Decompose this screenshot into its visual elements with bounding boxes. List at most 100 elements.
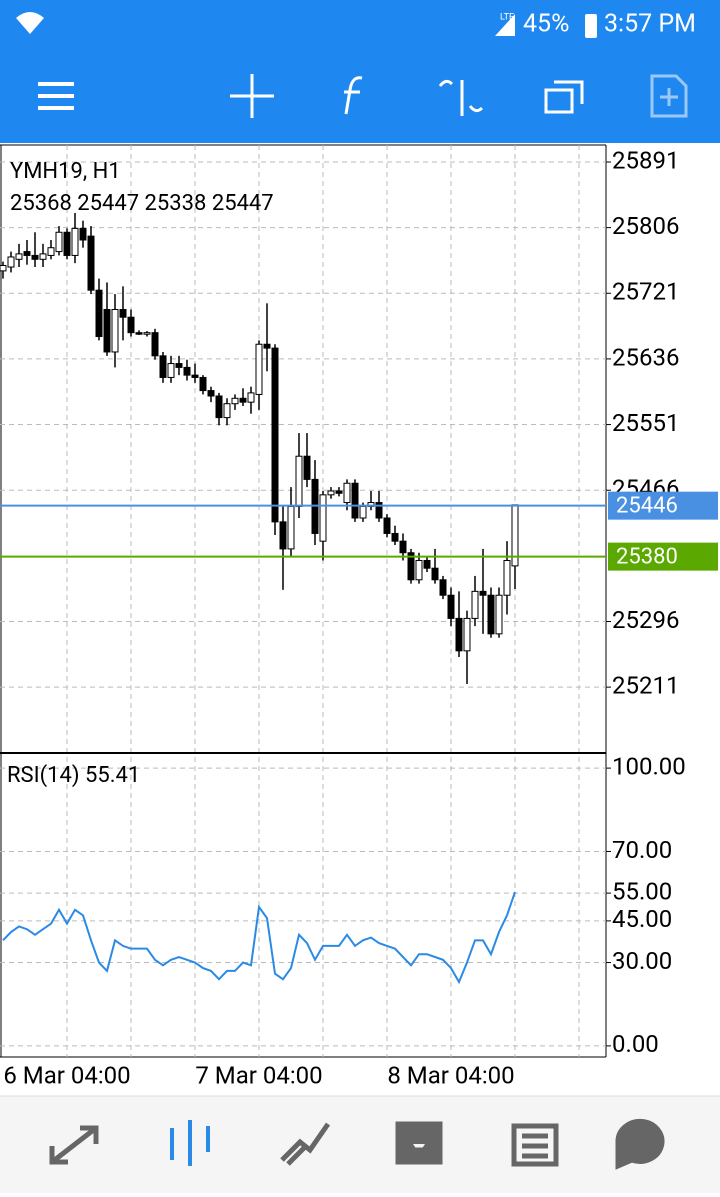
new-chart-button[interactable]: [650, 74, 688, 118]
candle-body: [415, 559, 423, 581]
candle-body: [127, 316, 135, 334]
candle-body: [151, 332, 159, 357]
chat-tab[interactable]: [615, 1118, 665, 1170]
candle-body: [431, 567, 439, 581]
candle-body: [455, 617, 463, 652]
candle-body: [375, 502, 383, 519]
chart-tab[interactable]: [170, 1120, 210, 1166]
battery: 45%: [523, 10, 569, 39]
y-tick-label: 25211: [612, 671, 679, 699]
candle-body: [399, 540, 407, 554]
candle-body: [287, 505, 295, 550]
x-tick-label: 7 Mar 04:00: [195, 1061, 322, 1089]
candle-body: [0, 264, 7, 272]
candle-body: [47, 247, 55, 256]
trade-button[interactable]: [438, 79, 484, 116]
y-tick-label: 30.00: [612, 947, 672, 975]
indicators-button[interactable]: [344, 76, 363, 115]
candle-body: [23, 251, 31, 256]
candle-body: [103, 308, 111, 353]
candle-body: [87, 235, 95, 291]
candle-body: [295, 455, 303, 507]
candle-body: [247, 392, 255, 403]
candle-body: [71, 227, 79, 256]
x-tick-label: 8 Mar 04:00: [387, 1061, 514, 1089]
history-tab[interactable]: [395, 1121, 443, 1165]
price-label: 25446: [616, 493, 678, 518]
bottom-nav: [0, 1096, 720, 1193]
candle-body: [95, 289, 103, 338]
windows-button[interactable]: [544, 80, 584, 114]
y-tick-label: 25636: [612, 343, 679, 371]
candle-body: [391, 532, 399, 542]
y-tick-label: 25721: [612, 278, 679, 306]
y-tick-label: 0.00: [612, 1030, 659, 1058]
candle-body: [335, 490, 343, 494]
y-tick-label: 100.00: [612, 752, 686, 780]
y-tick-label: 25891: [612, 146, 679, 174]
quotes-tab[interactable]: [49, 1125, 99, 1165]
battery-icon: [585, 14, 597, 38]
rsi-line: [2, 891, 516, 985]
candle-body: [15, 253, 23, 260]
candle-body: [239, 397, 247, 403]
menu-button[interactable]: [38, 82, 74, 110]
candle-body: [271, 347, 279, 523]
candle-body: [63, 231, 71, 256]
y-tick-label: 25806: [612, 212, 679, 240]
candle-body: [279, 521, 287, 550]
candle-body: [383, 517, 391, 534]
candle-body: [135, 332, 143, 335]
candle-body: [223, 403, 231, 419]
toolbar: [38, 74, 688, 118]
candle-body: [111, 308, 119, 353]
price-label: 25380: [616, 544, 678, 569]
candle-body: [263, 343, 271, 349]
signal-icon: [495, 14, 515, 36]
price-label-box: [608, 542, 718, 571]
price-label-box: [608, 491, 718, 520]
wifi-icon: [16, 12, 44, 34]
candle-body: [119, 308, 127, 318]
candle-body: [327, 490, 335, 496]
app-bar: [0, 0, 720, 143]
candle-body: [479, 590, 487, 596]
y-tick-label: 45.00: [612, 905, 672, 933]
candle-body: [55, 231, 63, 253]
candle-body: [191, 374, 199, 378]
candle-body: [423, 559, 431, 569]
candle-body: [159, 355, 167, 378]
chart-title: YMH19, H1: [10, 159, 121, 184]
candle-body: [407, 552, 415, 581]
chart-title: RSI(14) 55.41: [7, 763, 140, 788]
candle-body: [79, 227, 87, 241]
y-tick-label: 25551: [612, 409, 679, 437]
candle-body: [359, 505, 367, 519]
candle-body: [255, 343, 263, 395]
candle-body: [175, 363, 183, 368]
y-tick-label: 55.00: [612, 877, 672, 905]
clock: 3:57 PM: [604, 10, 696, 39]
candle-body: [39, 253, 47, 260]
ohlc-info: 25368 25447 25338 25447: [10, 191, 274, 216]
y-tick-label: 25296: [612, 606, 679, 634]
candle-body: [351, 482, 359, 519]
candle-body: [303, 455, 311, 480]
candle-body: [231, 397, 239, 405]
candle-body: [31, 254, 39, 260]
candle-body: [143, 332, 151, 335]
candle-body: [471, 590, 479, 619]
candle-body: [7, 256, 15, 268]
news-tab[interactable]: [511, 1123, 559, 1167]
trade-tab[interactable]: [280, 1122, 331, 1166]
network: LTE: [500, 12, 514, 22]
chart-area: [0, 144, 607, 1058]
candle-body: [167, 363, 175, 378]
candle-body: [439, 579, 447, 596]
candle-body: [503, 559, 511, 596]
candle-body: [199, 376, 207, 392]
crosshair-button[interactable]: [230, 74, 274, 118]
candle-body: [495, 594, 503, 635]
y-tick-label: 70.00: [612, 836, 672, 864]
